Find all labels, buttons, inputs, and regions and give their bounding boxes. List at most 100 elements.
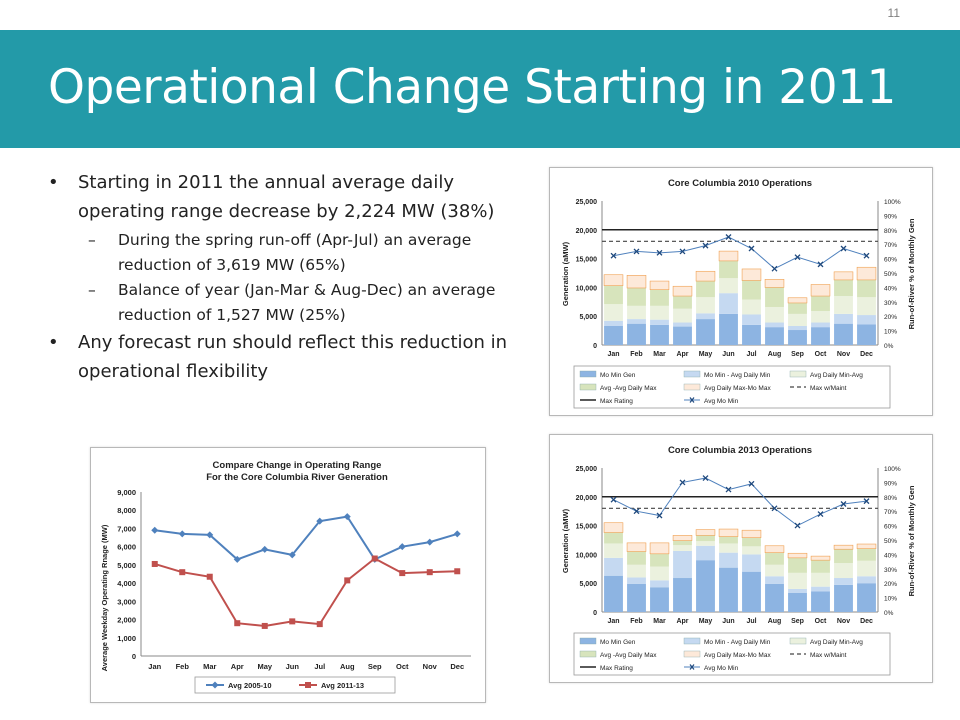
y-tick-label: 3,000 [117, 597, 136, 606]
y2-tick-label: 40% [884, 552, 897, 559]
x-tick-label: May [699, 618, 713, 625]
legend-label: Max Rating [600, 665, 633, 672]
bar-segment [696, 560, 715, 612]
bar-segment [787, 552, 808, 559]
bar-segment [649, 280, 670, 291]
bar-segment [673, 550, 692, 579]
core-columbia-2010-chart: Core Columbia 2010 Operations Generation… [561, 178, 916, 409]
core-columbia-2013-chart-frame: Core Columbia 2013 Operations Generation… [549, 434, 933, 683]
bar-segment [856, 266, 877, 281]
chart-title: Core Columbia 2010 Operations [668, 178, 812, 189]
legend-swatch [579, 370, 597, 378]
data-point [343, 513, 351, 521]
y-tick-label: 0 [132, 652, 136, 661]
avg-mo-min-line [613, 236, 867, 270]
bar-segment [627, 319, 646, 324]
bar-segment [696, 545, 715, 561]
avg-mo-min-point [771, 265, 778, 272]
legend-swatch [579, 637, 597, 645]
x-tick-label: Aug [768, 618, 782, 625]
data-point [426, 538, 434, 546]
legend-marker [211, 681, 219, 689]
bar-segment [833, 271, 854, 281]
bar-segment [719, 278, 738, 294]
y-tick-label: 0 [593, 610, 597, 617]
x-tick-label: Sep [791, 351, 804, 358]
y-tick-label: 2,000 [117, 616, 136, 625]
y2-tick-label: 10% [884, 329, 897, 336]
bar-segment [834, 296, 853, 314]
data-point [288, 551, 296, 559]
avg-mo-min-point [794, 522, 801, 529]
bar-segment [811, 322, 830, 328]
data-point [234, 620, 241, 627]
bar-segment [650, 319, 669, 325]
bar-segment [788, 557, 807, 573]
y-tick-label: 1,000 [117, 634, 136, 643]
bar-segment [650, 324, 669, 345]
x-tick-label: Sep [368, 662, 382, 671]
x-tick-label: Jan [607, 618, 619, 625]
x-tick-label: Oct [396, 662, 409, 671]
sub-bullet-spring: During the spring run-off (Apr-Jul) an a… [44, 228, 544, 278]
y-tick-label: 15,000 [576, 257, 598, 264]
legend-label: Max Rating [600, 398, 633, 405]
bar-segment [764, 545, 785, 553]
legend-box [194, 676, 396, 694]
legend-marker [689, 664, 695, 670]
bar-segment [833, 544, 854, 550]
avg-mo-min-point [794, 254, 801, 261]
y-tick-label: 9,000 [117, 488, 136, 497]
bar-segment [742, 571, 761, 612]
bar-segment [834, 323, 853, 345]
legend-label: Avg Daily Max-Mo Max [704, 385, 771, 392]
legend-swatch [789, 637, 807, 645]
bar-segment [856, 543, 877, 549]
bar-segment [627, 577, 646, 584]
bar-segment [788, 330, 807, 345]
bar-segment [857, 324, 876, 345]
avg-mo-min-line [613, 477, 867, 527]
bar-segment [719, 293, 738, 314]
y-tick-label: 20,000 [576, 228, 598, 235]
avg-mo-min-point [610, 252, 617, 259]
y-tick-label: 7,000 [117, 524, 136, 533]
y-tick-label: 20,000 [576, 495, 598, 502]
data-point [151, 560, 158, 567]
chart-title: Core Columbia 2013 Operations [668, 445, 812, 456]
bar-segment [834, 584, 853, 612]
bar-segment [718, 250, 739, 262]
bar-segment [626, 275, 647, 289]
data-point [454, 568, 461, 575]
legend-label: Max w/Maint [810, 385, 847, 392]
bar-segment [650, 580, 669, 588]
x-tick-label: Aug [768, 351, 782, 358]
bar-segment [765, 322, 784, 328]
bar-segment [834, 549, 853, 564]
y2-tick-label: 0% [884, 343, 894, 350]
bar-segment [673, 322, 692, 327]
y-tick-label: 10,000 [576, 285, 598, 292]
y-tick-label: 15,000 [576, 524, 598, 531]
data-point [344, 577, 351, 584]
legend-box [573, 632, 891, 676]
y-tick-label: 0 [593, 343, 597, 350]
legend-label: Avg Daily Min-Avg [810, 372, 863, 379]
legend-swatch [789, 370, 807, 378]
legend-label: Max w/Maint [810, 652, 847, 659]
y-axis-label: Average Weekday Operating Rnage (MW) [100, 524, 109, 671]
data-point [398, 543, 406, 551]
bar-segment [604, 543, 623, 558]
bar-segment [649, 542, 670, 555]
y-tick-label: 25,000 [576, 466, 598, 473]
bar-segment [604, 320, 623, 326]
data-point [151, 526, 159, 534]
bar-segment [857, 583, 876, 612]
bar-segment [627, 583, 646, 612]
bar-segment [604, 285, 623, 305]
legend-box [573, 365, 891, 409]
bar-segment [742, 314, 761, 325]
bar-segment [765, 583, 784, 612]
bar-segment [696, 313, 715, 320]
bar-segment [627, 564, 646, 578]
